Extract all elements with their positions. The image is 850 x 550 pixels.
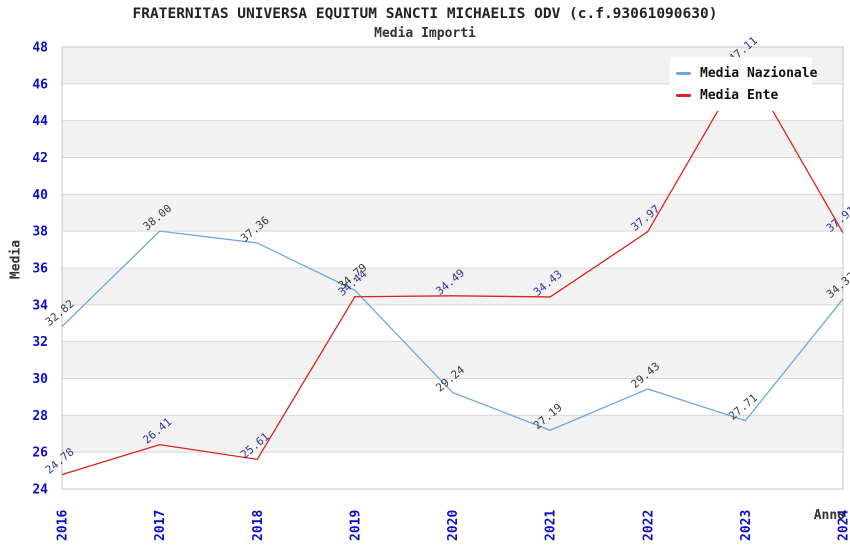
y-axis-title: Media bbox=[8, 239, 24, 280]
y-tick-label: 30 bbox=[32, 372, 48, 387]
x-tick-label: 2018 bbox=[251, 510, 266, 541]
plot-band bbox=[62, 268, 843, 305]
y-tick-label: 26 bbox=[32, 446, 48, 461]
x-axis-title: Anno bbox=[813, 508, 845, 523]
plot-band bbox=[62, 231, 843, 268]
plot-band bbox=[62, 415, 843, 453]
legend-swatch-media-ente-icon bbox=[676, 93, 691, 97]
series-line-media-nazionale bbox=[61, 230, 844, 431]
y-tick-label: 44 bbox=[32, 114, 48, 129]
y-tick-label: 36 bbox=[32, 262, 48, 277]
legend-label-media-nazionale: Media Nazionale bbox=[700, 65, 818, 81]
y-tick-label: 40 bbox=[32, 188, 48, 203]
legend-item-media-nazionale: Media Nazionale bbox=[676, 62, 817, 84]
y-tick-label: 48 bbox=[32, 41, 48, 56]
legend-swatch-media-nazionale-icon bbox=[676, 71, 691, 75]
x-tick-label: 2021 bbox=[544, 510, 559, 541]
plot-band bbox=[62, 304, 843, 342]
y-tick-label: 32 bbox=[32, 335, 48, 350]
plot-border bbox=[61, 46, 844, 490]
y-tick-label: 24 bbox=[32, 483, 48, 498]
plot-band bbox=[62, 378, 843, 416]
chart-title: FRATERNITAS UNIVERSA EQUITUM SANCTI MICH… bbox=[132, 6, 718, 22]
x-tick-label: 2022 bbox=[641, 510, 656, 541]
series-line-media-ente bbox=[61, 62, 844, 476]
legend-label-media-ente: Media Ente bbox=[700, 87, 779, 103]
chart-subtitle: Media Importi bbox=[374, 26, 476, 41]
plot-band bbox=[62, 157, 843, 195]
plot-band bbox=[62, 194, 843, 232]
y-tick-label: 28 bbox=[32, 409, 48, 424]
y-tick-label: 46 bbox=[32, 77, 48, 92]
legend-item-media-ente: Media Ente bbox=[676, 84, 812, 106]
x-tick-label: 2020 bbox=[446, 510, 461, 541]
y-tick-label: 42 bbox=[32, 151, 48, 166]
y-tick-label: 34 bbox=[32, 298, 48, 313]
plot-band bbox=[62, 341, 843, 379]
x-tick-label: 2023 bbox=[739, 510, 754, 541]
plot-band bbox=[62, 120, 843, 158]
x-tick-label: 2017 bbox=[153, 510, 168, 541]
x-tick-label: 2016 bbox=[56, 510, 71, 541]
plot-band bbox=[62, 452, 843, 489]
x-tick-label: 2019 bbox=[348, 510, 363, 541]
legend: Media Nazionale Media Ente bbox=[670, 57, 817, 111]
x-tick-label: 2024 bbox=[837, 510, 850, 541]
y-tick-label: 38 bbox=[32, 225, 48, 240]
